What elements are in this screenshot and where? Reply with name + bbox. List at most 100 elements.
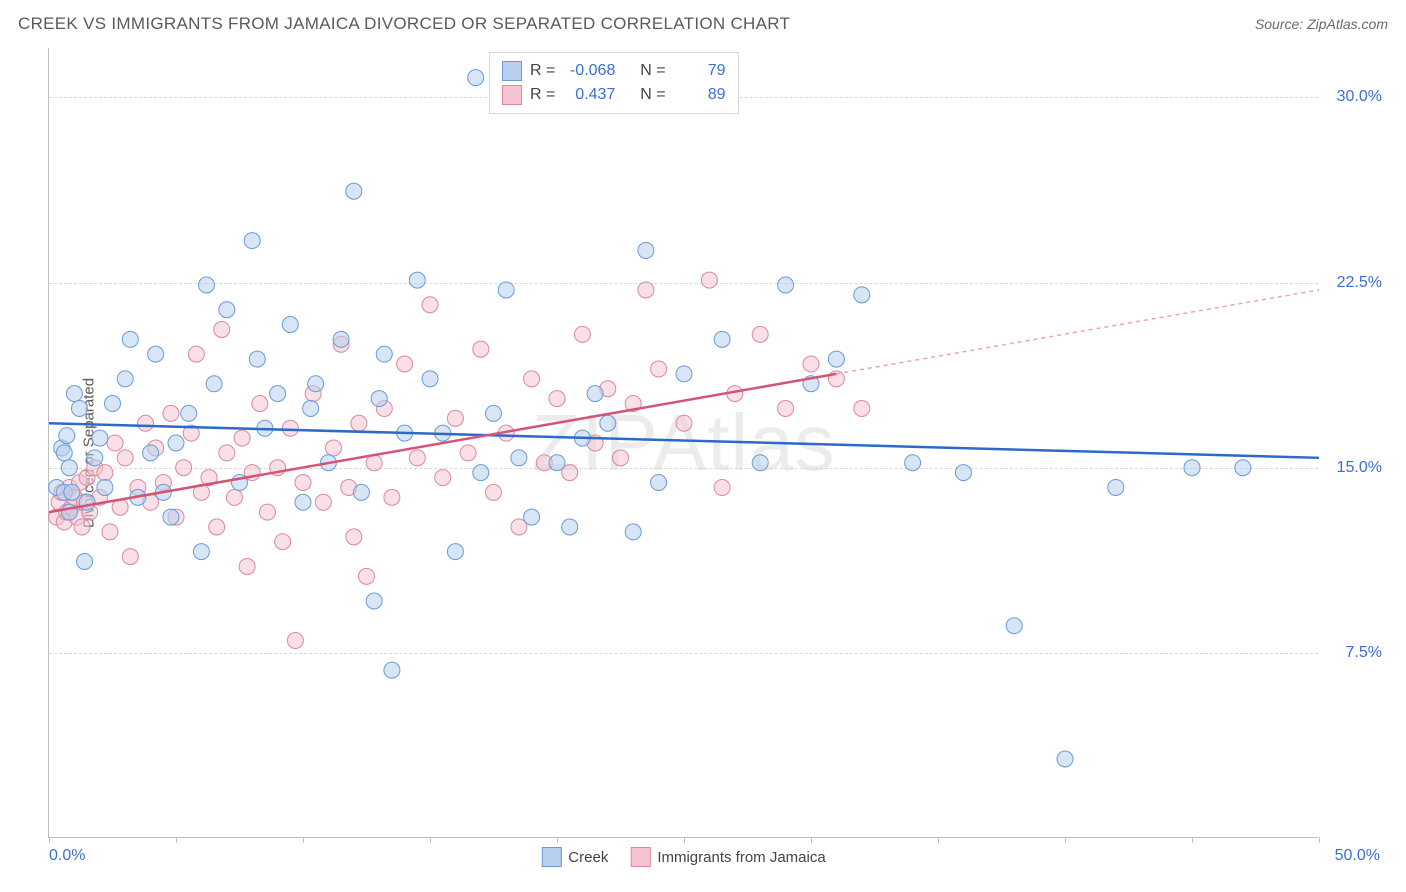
scatter-point-creek bbox=[66, 386, 82, 402]
scatter-point-creek bbox=[473, 465, 489, 481]
scatter-point-creek bbox=[77, 554, 93, 570]
scatter-point-creek bbox=[524, 509, 540, 525]
scatter-point-creek bbox=[511, 450, 527, 466]
scatter-point-creek bbox=[56, 445, 72, 461]
n-label: N = bbox=[640, 83, 665, 107]
scatter-point-creek bbox=[468, 70, 484, 86]
scatter-point-creek bbox=[714, 331, 730, 347]
r-label: R = bbox=[530, 83, 555, 107]
scatter-point-creek bbox=[87, 450, 103, 466]
scatter-point-jamaica bbox=[295, 475, 311, 491]
scatter-point-jamaica bbox=[214, 321, 230, 337]
scatter-point-jamaica bbox=[486, 484, 502, 500]
scatter-point-creek bbox=[376, 346, 392, 362]
scatter-point-jamaica bbox=[778, 400, 794, 416]
scatter-point-jamaica bbox=[107, 435, 123, 451]
scatter-point-creek bbox=[295, 494, 311, 510]
scatter-point-jamaica bbox=[176, 460, 192, 476]
scatter-point-creek bbox=[638, 242, 654, 258]
scatter-point-jamaica bbox=[549, 391, 565, 407]
scatter-point-creek bbox=[778, 277, 794, 293]
x-tick bbox=[684, 837, 685, 843]
x-tick bbox=[1192, 837, 1193, 843]
x-axis-min-label: 0.0% bbox=[49, 847, 85, 865]
scatter-point-creek bbox=[1006, 618, 1022, 634]
scatter-point-jamaica bbox=[473, 341, 489, 357]
scatter-point-jamaica bbox=[613, 450, 629, 466]
x-tick bbox=[1065, 837, 1066, 843]
scatter-point-jamaica bbox=[188, 346, 204, 362]
scatter-point-jamaica bbox=[447, 410, 463, 426]
scatter-point-creek bbox=[600, 415, 616, 431]
scatter-point-creek bbox=[244, 233, 260, 249]
scatter-point-creek bbox=[549, 455, 565, 471]
y-tick-label: 30.0% bbox=[1337, 88, 1382, 106]
scatter-point-jamaica bbox=[239, 558, 255, 574]
scatter-point-creek bbox=[955, 465, 971, 481]
trend-line-jamaica-extrapolated bbox=[836, 290, 1319, 374]
scatter-point-jamaica bbox=[409, 450, 425, 466]
scatter-point-creek bbox=[79, 494, 95, 510]
scatter-point-creek bbox=[905, 455, 921, 471]
scatter-point-jamaica bbox=[163, 405, 179, 421]
scatter-point-jamaica bbox=[752, 326, 768, 342]
r-value-jamaica: 0.437 bbox=[563, 83, 615, 107]
scatter-point-jamaica bbox=[803, 356, 819, 372]
correlation-legend: R = -0.068 N = 79 R = 0.437 N = 89 bbox=[489, 52, 739, 114]
scatter-point-creek bbox=[676, 366, 692, 382]
r-value-creek: -0.068 bbox=[563, 59, 615, 83]
n-value-creek: 79 bbox=[674, 59, 726, 83]
scatter-point-jamaica bbox=[397, 356, 413, 372]
x-tick bbox=[430, 837, 431, 843]
y-tick-label: 22.5% bbox=[1337, 274, 1382, 292]
scatter-point-creek bbox=[562, 519, 578, 535]
scatter-point-jamaica bbox=[359, 568, 375, 584]
scatter-point-jamaica bbox=[219, 445, 235, 461]
scatter-point-creek bbox=[59, 428, 75, 444]
x-tick bbox=[176, 837, 177, 843]
chart-container: Divorced or Separated ZIPAtlas 7.5%15.0%… bbox=[48, 48, 1388, 858]
swatch-creek-icon bbox=[502, 61, 522, 81]
swatch-jamaica-icon bbox=[630, 847, 650, 867]
scatter-point-creek bbox=[303, 400, 319, 416]
scatter-point-creek bbox=[1235, 460, 1251, 476]
legend-row-creek: R = -0.068 N = 79 bbox=[502, 59, 726, 83]
scatter-point-jamaica bbox=[676, 415, 692, 431]
scatter-point-creek bbox=[71, 400, 87, 416]
x-tick bbox=[49, 837, 50, 843]
series-legend: Creek Immigrants from Jamaica bbox=[541, 847, 825, 867]
scatter-point-jamaica bbox=[854, 400, 870, 416]
x-tick bbox=[303, 837, 304, 843]
scatter-point-creek bbox=[384, 662, 400, 678]
scatter-point-jamaica bbox=[435, 470, 451, 486]
scatter-point-creek bbox=[282, 317, 298, 333]
scatter-point-creek bbox=[587, 386, 603, 402]
scatter-point-creek bbox=[333, 331, 349, 347]
scatter-point-jamaica bbox=[252, 396, 268, 412]
scatter-point-creek bbox=[193, 544, 209, 560]
scatter-point-jamaica bbox=[97, 465, 113, 481]
scatter-plot-svg bbox=[49, 48, 1319, 838]
scatter-point-creek bbox=[105, 396, 121, 412]
legend-item-creek: Creek bbox=[541, 847, 608, 867]
r-label: R = bbox=[530, 59, 555, 83]
scatter-point-jamaica bbox=[351, 415, 367, 431]
scatter-point-creek bbox=[92, 430, 108, 446]
scatter-point-jamaica bbox=[117, 450, 133, 466]
scatter-point-creek bbox=[270, 386, 286, 402]
chart-title: CREEK VS IMMIGRANTS FROM JAMAICA DIVORCE… bbox=[18, 14, 790, 34]
n-label: N = bbox=[640, 59, 665, 83]
scatter-point-creek bbox=[163, 509, 179, 525]
scatter-point-creek bbox=[447, 544, 463, 560]
scatter-point-creek bbox=[651, 475, 667, 491]
x-tick bbox=[811, 837, 812, 843]
scatter-point-creek bbox=[486, 405, 502, 421]
scatter-point-jamaica bbox=[524, 371, 540, 387]
x-tick bbox=[938, 837, 939, 843]
scatter-point-jamaica bbox=[384, 489, 400, 505]
scatter-point-creek bbox=[409, 272, 425, 288]
scatter-point-creek bbox=[117, 371, 133, 387]
scatter-point-creek bbox=[625, 524, 641, 540]
scatter-point-creek bbox=[148, 346, 164, 362]
scatter-point-creek bbox=[206, 376, 222, 392]
